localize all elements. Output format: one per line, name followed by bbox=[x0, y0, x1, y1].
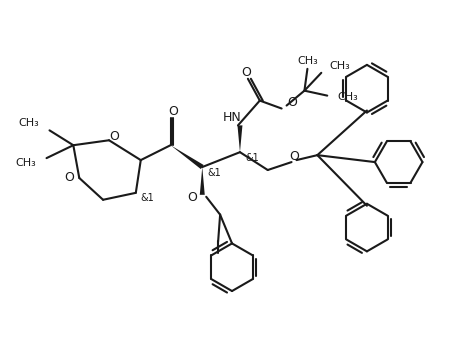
Polygon shape bbox=[200, 167, 205, 195]
Text: O: O bbox=[169, 105, 179, 118]
Text: O: O bbox=[188, 191, 197, 204]
Text: O: O bbox=[109, 130, 119, 143]
Text: CH₃: CH₃ bbox=[297, 56, 318, 66]
Text: O: O bbox=[241, 66, 251, 79]
Text: &1: &1 bbox=[141, 193, 155, 203]
Text: CH₃: CH₃ bbox=[16, 158, 37, 168]
Text: CH₃: CH₃ bbox=[329, 61, 350, 71]
Text: &1: &1 bbox=[207, 168, 221, 178]
Text: HN: HN bbox=[223, 111, 242, 124]
Text: O: O bbox=[290, 150, 299, 162]
Text: &1: &1 bbox=[245, 153, 259, 163]
Text: CH₃: CH₃ bbox=[337, 92, 358, 102]
Text: CH₃: CH₃ bbox=[19, 118, 39, 128]
Polygon shape bbox=[171, 145, 204, 169]
Text: O: O bbox=[288, 96, 298, 109]
Polygon shape bbox=[237, 125, 243, 152]
Text: O: O bbox=[64, 171, 74, 185]
